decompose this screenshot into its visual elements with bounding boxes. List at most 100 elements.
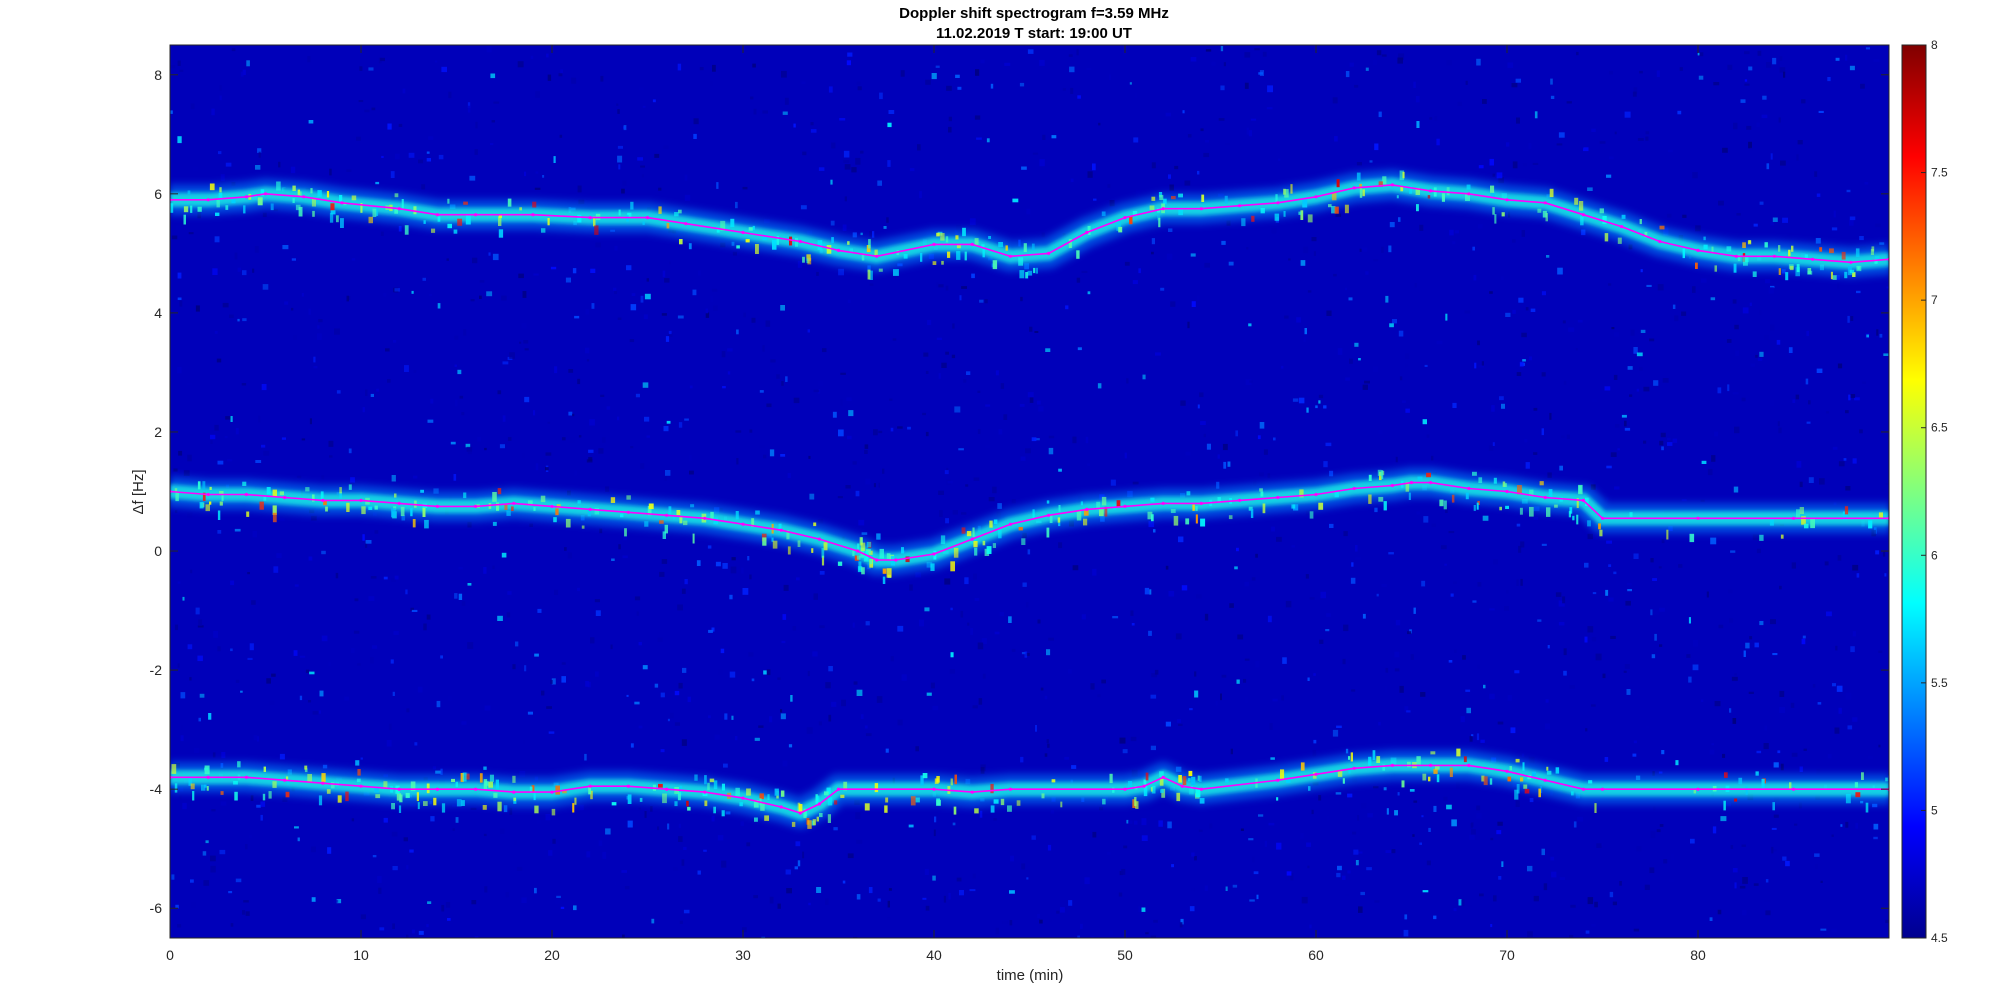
band-speckle — [1481, 775, 1485, 782]
band-speckle — [716, 228, 720, 233]
noise-speckle — [198, 717, 201, 722]
noise-speckle — [922, 412, 926, 416]
noise-speckle — [855, 812, 861, 820]
noise-speckle — [1040, 687, 1044, 691]
noise-speckle — [465, 443, 471, 448]
band-speckle — [1058, 522, 1061, 527]
noise-speckle — [667, 718, 670, 722]
band-speckle — [807, 820, 812, 829]
noise-speckle — [279, 518, 285, 522]
noise-speckle — [1148, 521, 1155, 528]
noise-speckle — [935, 65, 940, 68]
noise-speckle — [1656, 70, 1660, 77]
band-speckle — [1772, 802, 1775, 811]
noise-speckle — [1118, 892, 1123, 897]
noise-speckle — [1533, 452, 1538, 455]
noise-speckle — [1133, 820, 1138, 825]
band-speckle — [531, 785, 535, 793]
noise-speckle — [689, 385, 693, 389]
noise-speckle — [458, 567, 463, 570]
noise-speckle — [1424, 364, 1428, 367]
noise-speckle — [418, 159, 424, 164]
noise-speckle — [1419, 842, 1422, 845]
noise-speckle — [1392, 319, 1397, 324]
noise-speckle — [1453, 908, 1457, 912]
noise-speckle — [1436, 138, 1440, 146]
noise-speckle — [1267, 473, 1271, 479]
noise-speckle — [589, 419, 595, 426]
noise-speckle — [1038, 406, 1044, 412]
noise-speckle — [556, 895, 561, 898]
noise-speckle — [660, 692, 665, 698]
band-speckle — [1568, 511, 1571, 518]
noise-speckle — [1419, 224, 1424, 231]
band-speckle — [1604, 233, 1609, 242]
band-speckle — [947, 251, 951, 258]
noise-speckle — [818, 167, 825, 171]
noise-speckle — [1729, 708, 1732, 713]
band-speckle — [1171, 196, 1176, 200]
noise-speckle — [1596, 843, 1602, 848]
band-speckle — [992, 260, 998, 270]
noise-speckle — [802, 851, 805, 859]
band-speckle — [1439, 499, 1444, 507]
noise-speckle — [554, 898, 561, 905]
band-speckle — [587, 509, 591, 517]
noise-speckle — [1711, 743, 1714, 746]
noise-speckle — [1335, 213, 1342, 217]
noise-speckle — [1669, 694, 1672, 698]
noise-speckle — [1042, 134, 1046, 140]
band-speckle — [713, 517, 718, 525]
noise-speckle — [301, 438, 306, 441]
band-speckle — [664, 524, 668, 534]
band-speckle — [964, 251, 967, 261]
noise-speckle — [1012, 198, 1019, 203]
band-speckle — [751, 518, 755, 527]
band-speckle — [383, 781, 388, 789]
noise-speckle — [1845, 692, 1852, 700]
noise-speckle — [546, 53, 549, 58]
noise-speckle — [1236, 547, 1239, 552]
noise-speckle — [1562, 320, 1566, 324]
noise-speckle — [1406, 710, 1411, 713]
noise-speckle — [1355, 860, 1359, 866]
band-speckle — [720, 220, 726, 231]
noise-speckle — [219, 84, 222, 91]
noise-speckle — [1252, 480, 1257, 486]
noise-speckle — [1626, 689, 1631, 695]
noise-speckle — [1550, 78, 1553, 85]
noise-speckle — [484, 886, 488, 893]
noise-speckle — [1267, 85, 1273, 93]
noise-speckle — [630, 446, 634, 449]
noise-speckle — [336, 390, 341, 394]
band-speckle — [826, 245, 832, 254]
noise-speckle — [1166, 253, 1173, 260]
noise-speckle — [577, 378, 581, 385]
noise-speckle — [1044, 695, 1048, 700]
band-speckle — [391, 803, 395, 810]
noise-speckle — [1046, 649, 1051, 656]
noise-speckle — [336, 899, 342, 904]
band-speckle — [858, 561, 862, 571]
noise-speckle — [1591, 637, 1597, 642]
band-speckle — [263, 496, 267, 501]
band-speckle — [1150, 497, 1155, 502]
noise-speckle — [1069, 719, 1073, 725]
noise-speckle — [1037, 913, 1041, 919]
band-speckle — [692, 533, 695, 544]
trace-point — [1696, 516, 1700, 520]
band-speckle — [433, 797, 437, 806]
noise-speckle — [321, 475, 325, 480]
trace-point — [244, 195, 248, 199]
noise-speckle — [402, 88, 406, 94]
noise-speckle — [1179, 922, 1183, 928]
noise-speckle — [584, 753, 587, 761]
band-speckle — [847, 241, 850, 245]
noise-speckle — [1650, 609, 1653, 616]
noise-speckle — [422, 277, 426, 281]
noise-speckle — [1292, 398, 1299, 402]
noise-speckle — [900, 70, 905, 77]
band-speckle — [993, 519, 998, 525]
noise-speckle — [390, 171, 395, 178]
noise-speckle — [783, 584, 789, 591]
